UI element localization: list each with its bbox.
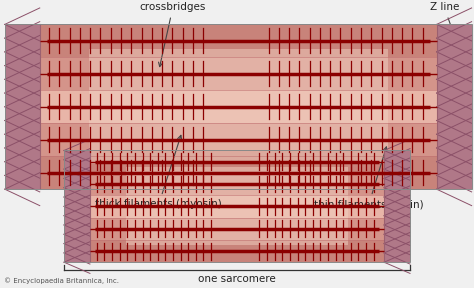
Bar	[437, 24, 472, 189]
Text: crossbridges: crossbridges	[140, 3, 206, 67]
Text: one sarcomere: one sarcomere	[198, 274, 276, 284]
Bar	[5, 57, 472, 90]
Bar	[5, 24, 40, 189]
Bar	[5, 24, 472, 189]
Bar	[126, 167, 348, 245]
Bar	[64, 240, 410, 262]
Bar	[64, 173, 410, 195]
Text: © Encyclopaedia Britannica, Inc.: © Encyclopaedia Britannica, Inc.	[4, 277, 119, 284]
Bar	[5, 24, 472, 57]
Bar	[5, 24, 472, 189]
Text: thin filaments (actin): thin filaments (actin)	[314, 147, 424, 209]
Bar	[64, 150, 410, 173]
Text: thick filaments (myosin): thick filaments (myosin)	[95, 135, 222, 209]
Bar	[64, 150, 410, 262]
Bar	[5, 123, 472, 156]
Bar	[64, 150, 410, 262]
Bar	[89, 49, 388, 164]
Bar	[384, 150, 410, 262]
Bar	[64, 150, 90, 262]
Bar	[64, 195, 410, 217]
Bar	[64, 217, 410, 240]
Bar	[5, 156, 472, 189]
Bar	[5, 90, 472, 123]
Text: Z line: Z line	[429, 3, 466, 67]
